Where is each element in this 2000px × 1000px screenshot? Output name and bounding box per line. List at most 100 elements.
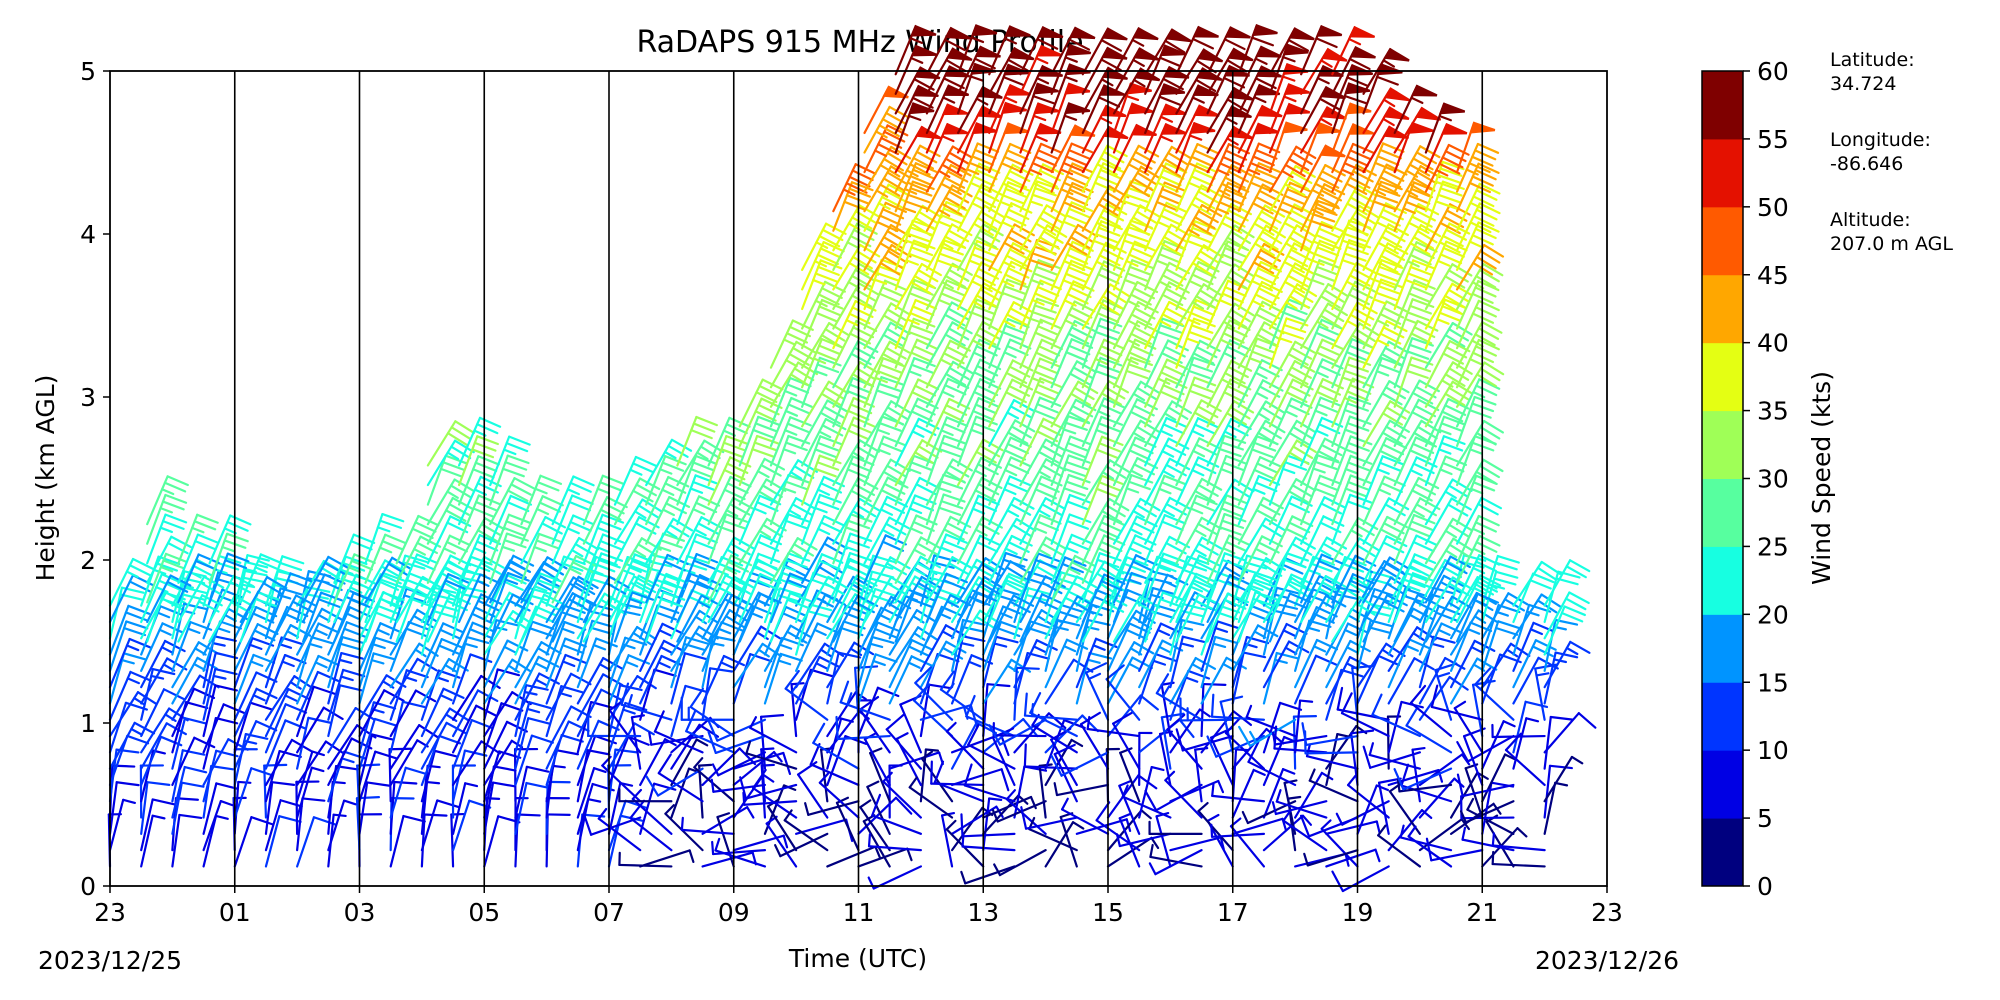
barb-full (760, 625, 781, 640)
barb-staff (514, 641, 543, 689)
barb-full (463, 749, 488, 757)
barb-staff (607, 636, 627, 689)
barb-half (1430, 642, 1445, 648)
barb-full (721, 580, 744, 593)
barb-half (308, 642, 323, 649)
barb-full (469, 628, 492, 639)
wind-barb (576, 673, 624, 721)
barb-half (945, 721, 957, 733)
barb-half (289, 680, 302, 690)
barb-full (1577, 712, 1597, 729)
barb-full (374, 750, 398, 760)
wind-barb (1543, 755, 1584, 803)
barb-full (278, 749, 302, 758)
barb-full (1112, 711, 1134, 725)
barb-half (937, 487, 952, 494)
wind-barb (108, 557, 154, 607)
barb-half (714, 837, 721, 852)
barb-staff (639, 849, 691, 868)
barb-half (1125, 487, 1140, 494)
wind-barb (264, 555, 305, 607)
barb-full (761, 642, 783, 658)
barb-full (975, 169, 998, 181)
barb-full (1001, 331, 1025, 342)
barb-full (1362, 745, 1372, 769)
barb-staff (296, 685, 315, 738)
barb-staff (420, 622, 445, 672)
wind-barb (420, 707, 470, 754)
wind-barb (620, 682, 673, 721)
barb-full (339, 642, 363, 651)
barb-full (317, 622, 340, 634)
barb-staff (264, 703, 287, 754)
wind-barb (171, 765, 208, 819)
barb-full (1125, 232, 1149, 243)
barb-half (988, 797, 1003, 801)
barb-full (720, 556, 744, 567)
barb-half (376, 628, 390, 636)
barb-full (819, 247, 842, 259)
barb-staff (670, 767, 691, 819)
wind-barb (711, 840, 767, 856)
barb-half (1211, 782, 1215, 797)
barb-half (1399, 824, 1405, 839)
barb-full (815, 311, 839, 323)
barb-staff (967, 743, 1016, 770)
barb-full (938, 506, 962, 516)
wind-barb (327, 684, 363, 738)
barb-half (1092, 644, 1106, 651)
barb-staff (171, 813, 181, 868)
barb-half (726, 548, 739, 557)
barb-half (924, 748, 940, 752)
barb-full (381, 512, 405, 523)
barb-staff (701, 654, 726, 705)
barb-full (718, 562, 741, 573)
barb-half (1312, 645, 1327, 653)
barb-staff (358, 622, 382, 672)
barb-half (1525, 717, 1540, 723)
barb-half (161, 488, 175, 496)
barb-staff (140, 639, 167, 689)
barb-staff (826, 710, 861, 754)
barb-staff (732, 653, 752, 705)
wind-barb (264, 781, 296, 835)
barb-half (624, 660, 639, 668)
barb-staff (140, 722, 168, 770)
barb-staff (450, 813, 455, 868)
barb-full (1069, 286, 1092, 299)
barb-staff (420, 799, 439, 852)
barb-half (534, 487, 548, 495)
barb-half (1466, 797, 1475, 811)
barb-full (1097, 422, 1121, 433)
barb-staff (358, 781, 369, 835)
barb-full (229, 514, 252, 526)
barb-staff (680, 828, 735, 835)
barb-full (193, 520, 217, 531)
barb-full (945, 572, 968, 584)
barb-staff (1418, 818, 1463, 852)
wind-barb (863, 183, 910, 232)
barb-staff (783, 819, 829, 852)
barb-staff (171, 586, 186, 640)
barb-full (942, 285, 966, 297)
wind-barb (108, 652, 147, 705)
barb-half (413, 547, 426, 556)
barb-full (1031, 311, 1055, 321)
wind-barb (576, 637, 618, 689)
barb-half (551, 764, 566, 769)
barb-half (1565, 646, 1579, 656)
barb-half (485, 797, 501, 800)
barb-full (476, 423, 499, 435)
barb-staff (451, 689, 480, 738)
barb-staff (171, 621, 192, 672)
barb-half (817, 527, 831, 536)
barb-full (878, 214, 902, 226)
barb-staff (607, 701, 627, 754)
wind-barb (358, 750, 398, 803)
barb-full (433, 749, 458, 758)
barb-half (1032, 645, 1046, 653)
barb-staff (108, 620, 128, 672)
barb-staff (1105, 678, 1141, 721)
barb-full (401, 700, 426, 709)
barb-staff (701, 591, 730, 640)
